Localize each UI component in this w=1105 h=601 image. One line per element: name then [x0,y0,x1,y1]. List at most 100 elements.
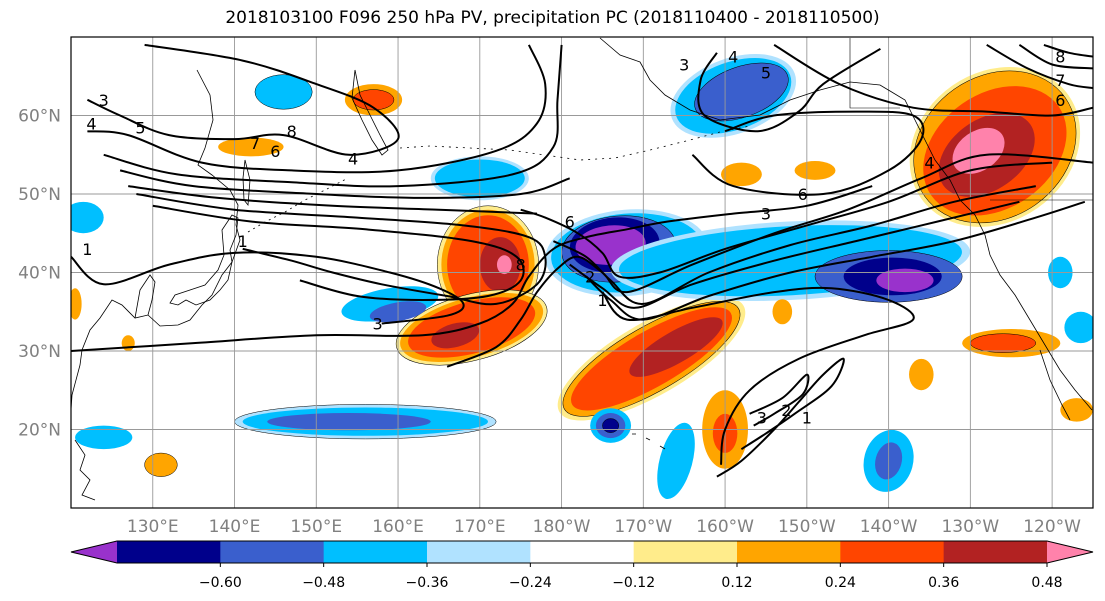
precip-blob [629,317,723,377]
colorbar-segment [220,541,325,563]
pv-contour-line [136,193,547,306]
pv-contour-line [520,161,1053,279]
colorbar-outline [70,540,1094,564]
lat-tick-label: 20°N [18,421,61,441]
pv-contour-line [773,44,1093,117]
precip-blob [431,322,480,349]
pv-contour-line [71,185,873,352]
lon-tick-label: 160°E [372,517,424,537]
contour-label: 6 [798,185,808,204]
colorbar-tick-label: −0.12 [612,575,655,591]
lon-tick-label: 120°W [1023,517,1081,537]
precip-blob [876,268,934,293]
contour-label: 4 [728,48,738,67]
contour-label: 1 [597,291,607,310]
contour-label: 8 [516,256,526,275]
contour-label: 8 [287,122,297,141]
lat-tick-label: 50°N [18,185,61,205]
colorbar-tick-label: 0.24 [825,575,856,591]
lon-tick-label: 180°W [533,517,591,537]
colorbar-tick-label: 0.36 [928,575,959,591]
contour-label: 6 [565,212,575,231]
precip-blob [772,299,793,325]
precip-blob [71,288,82,320]
lat-tick-label: 40°N [18,264,61,284]
contour-label: 4 [86,114,96,133]
contour-label: 4 [348,150,358,169]
latitude-labels: 20°N 30°N 40°N 50°N 60°N [18,107,61,441]
lon-tick-label: 130°E [127,517,179,537]
contour-label: 3 [373,315,383,334]
contour-label: 5 [135,118,145,137]
precip-blob [1060,398,1093,422]
pv-contour-line [446,153,1093,368]
colorbar-segment [530,541,635,563]
colorbar-segment [117,541,221,563]
pv-contour-line [585,200,1086,321]
contour-label: 1 [82,240,92,259]
coastline-baja [1039,349,1071,421]
pv-contour-line [569,200,1020,309]
colorbar-tick-label: −0.60 [199,575,242,591]
precip-blob [952,127,1005,174]
precip-blob [794,161,836,180]
coastline-korea [134,274,156,319]
colorbar-tick-label: 0.48 [1031,575,1062,591]
colorbar-segment [737,541,841,563]
contour-label: 3 [761,205,771,224]
precip-blob [71,201,104,234]
coastlines [71,37,1093,501]
colorbar-segment [323,541,428,563]
contour-label: 7 [250,134,260,153]
lat-tick-label: 60°N [18,107,61,127]
lon-tick-label: 150°E [290,517,342,537]
pv-contour-line [716,357,845,478]
pv-contour-line [986,44,1093,89]
precip-blob [75,425,133,450]
colorbar-tick-label: 0.12 [721,575,752,591]
pv-contour-line [87,44,547,174]
colorbar: −0.60 −0.48 −0.36 −0.24 −0.12 0.12 0.24 0.36 0.4… [70,540,1094,591]
pv-contour-line [1043,43,1093,58]
contour-label: 3 [99,91,109,110]
lon-tick-label: 170°W [614,517,672,537]
precip-blob [496,255,512,275]
coastline-kamchatka [351,69,389,156]
contour-label: 4 [924,154,934,173]
pv-contours [71,43,1093,478]
coastline-asia [71,69,241,411]
precip-blob [144,452,178,477]
contour-label: 2 [585,267,595,286]
coastline-north-america [914,119,1093,411]
contour-label: 6 [1055,91,1065,110]
pv-contour-line [1018,44,1093,70]
pv-contour-line [601,286,915,465]
precip-blob [602,418,620,433]
border-canada [849,38,900,109]
map-frame [70,36,1094,509]
contour-label: 6 [270,142,280,161]
precip-blob [657,422,695,500]
contour-label: 1 [238,232,248,251]
longitude-labels: 130°E 140°E 150°E 160°E 170°E 180°W 170°W 160°W… [127,517,1081,537]
pv-contour-line [103,44,563,188]
pv-contour-line [119,169,571,199]
coastline-alaska [599,37,916,121]
pv-contour-line [749,373,810,427]
coastline-japan [169,214,239,306]
coastline-sakhalin [242,159,251,207]
precip-blob [970,333,1037,353]
pv-contour-line [697,47,881,133]
coastline-aleutians [399,125,751,161]
pv-contour-line [552,185,1036,305]
precip-blob [121,335,135,351]
colorbar-tick-label: −0.36 [406,575,449,591]
contour-label: 2 [781,401,791,420]
precip-blob [1064,311,1093,344]
lon-tick-label: 130°W [941,517,999,537]
precip-blob [909,358,934,391]
colorbar-tick-label: −0.48 [302,575,345,591]
colorbar-segment [633,541,738,563]
precip-blob [254,74,313,110]
